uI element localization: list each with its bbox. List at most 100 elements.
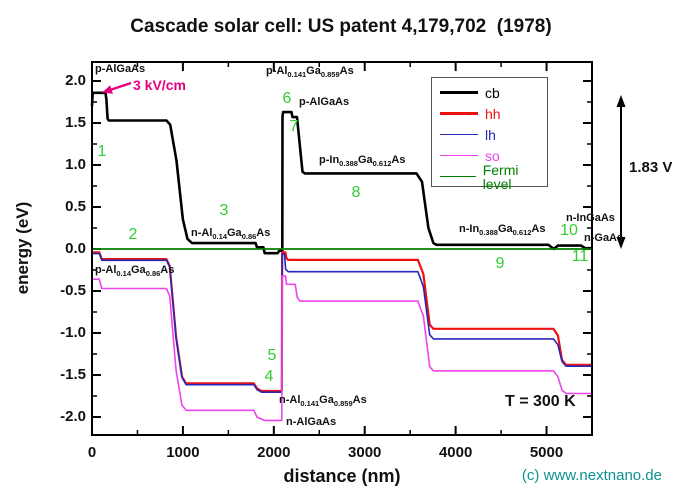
material-label-text: Ga [319, 394, 334, 406]
material-label: n-Al0.14Ga0.86As [191, 227, 270, 241]
region-number-1: 1 [97, 143, 107, 160]
legend-item-cb: cb [440, 82, 547, 103]
material-label-subscript: 0.86 [241, 232, 257, 241]
material-label-text: n-Al [191, 227, 213, 239]
material-label-text: p-Al [266, 65, 288, 77]
material-label-subscript: 0.141 [287, 70, 307, 79]
region-number-8: 8 [351, 184, 361, 201]
legend-label: Fermi level [482, 161, 519, 192]
region-number-4: 4 [264, 368, 274, 385]
region-number-5: 5 [267, 347, 277, 364]
material-label: p-AlGaAs [95, 63, 145, 75]
copyright-text: (c) www.nextnano.de [521, 467, 662, 484]
material-label-text: n-In [459, 223, 480, 235]
voltage-arrowhead-bottom [616, 237, 626, 249]
material-label-text: p-AlGaAs [299, 96, 350, 108]
material-label-subscript: 0.612 [372, 159, 392, 168]
material-label: p-AlGaAs [299, 96, 349, 108]
legend-label: cb [485, 84, 500, 101]
material-label-text: As [352, 394, 367, 406]
legend-item-fermi-level: Fermi level [440, 163, 547, 191]
voltage-arrowhead-top [616, 95, 626, 107]
material-label-text: As [339, 65, 354, 77]
region-number-7: 7 [289, 118, 299, 135]
material-label-text: n-Al [279, 394, 301, 406]
material-label-text: Ga [131, 264, 146, 276]
y-tick-label: -1.0 [60, 324, 86, 341]
chart-title: Cascade solar cell: US patent 4,179,702 … [130, 16, 552, 37]
curve-so [92, 275, 592, 422]
electric-field-label: 3 kV/cm [133, 77, 186, 93]
material-label-text: Ga [227, 227, 242, 239]
material-label-subscript: 0.859 [333, 399, 353, 408]
material-label-text: As [531, 223, 546, 235]
x-tick-label: 0 [87, 444, 97, 461]
y-tick-label: 2.0 [65, 72, 86, 89]
material-label: n-Al0.141Ga0.859As [279, 394, 367, 408]
legend-label: hh [485, 105, 501, 122]
region-number-10: 10 [560, 222, 578, 239]
curve-cb [90, 91, 592, 255]
material-label: p-Al0.141Ga0.859As [266, 65, 354, 79]
material-label-subscript: 0.86 [145, 269, 161, 278]
curve-lh [92, 252, 592, 394]
material-label: n-In0.388Ga0.612As [459, 223, 545, 237]
x-tick-label: 5000 [529, 444, 564, 461]
y-tick-label: -0.5 [60, 282, 86, 299]
region-number-9: 9 [495, 255, 505, 272]
x-tick-label: 3000 [348, 444, 382, 461]
legend-box: cb hh lh so Fermi level [431, 77, 548, 191]
region-number-2: 2 [128, 226, 138, 243]
x-tick-label: 2000 [257, 444, 291, 461]
material-label: n-InGaAs [566, 212, 615, 224]
material-label-text: Ga [306, 65, 321, 77]
region-number-11: 11 [571, 248, 589, 265]
legend-item-lh: lh [440, 124, 547, 145]
material-label-subscript: 0.141 [300, 399, 320, 408]
y-tick-label: 1.0 [65, 156, 86, 173]
material-label: n-GaAs [584, 232, 623, 244]
material-label-subscript: 0.859 [320, 70, 340, 79]
y-tick-label: -1.5 [60, 366, 86, 383]
plot-border [91, 61, 593, 436]
material-label-subscript: 0.388 [339, 159, 358, 168]
region-number-6: 6 [282, 90, 292, 107]
material-label: p-Al0.14Ga0.86As [95, 264, 174, 278]
temperature-label: T = 300 K [505, 393, 576, 410]
material-label-text: As [256, 227, 271, 239]
material-label-text: n-GaAs [584, 232, 624, 244]
material-label-subscript: 0.14 [116, 269, 131, 278]
legend-item-hh: hh [440, 103, 547, 124]
y-tick-label: 0.0 [65, 240, 86, 257]
y-tick-label: 1.5 [65, 114, 86, 131]
material-label-text: Ga [497, 223, 513, 235]
material-label-text: Ga [357, 154, 373, 166]
legend-line-sample [440, 154, 478, 157]
voltage-label: 1.83 V [629, 159, 673, 176]
material-label-text: p-In [319, 154, 340, 166]
region-number-3: 3 [219, 202, 229, 219]
material-label-subscript: 0.612 [512, 228, 532, 237]
field-arrow [102, 81, 132, 94]
x-axis-label: distance (nm) [283, 466, 401, 486]
material-label-subscript: 0.14 [212, 232, 227, 241]
material-label-text: As [160, 264, 175, 276]
legend-line-sample [440, 133, 478, 136]
legend-line-sample [440, 112, 478, 115]
material-label-text: p-Al [95, 264, 117, 276]
material-label-subscript: 0.388 [479, 228, 498, 237]
x-tick-label: 4000 [438, 444, 473, 461]
legend-item-so: so [440, 145, 547, 166]
legend-line-sample [440, 90, 478, 95]
legend-label: so [485, 147, 500, 164]
legend-label: lh [485, 126, 496, 143]
material-label: n-AlGaAs [286, 416, 336, 428]
legend-line-sample [440, 175, 476, 178]
y-tick-label: -2.0 [60, 408, 86, 425]
material-label-text: n-AlGaAs [286, 416, 337, 428]
y-tick-label: 0.5 [65, 198, 86, 215]
material-label-text: n-InGaAs [566, 212, 615, 224]
material-label: p-In0.388Ga0.612As [319, 154, 405, 168]
